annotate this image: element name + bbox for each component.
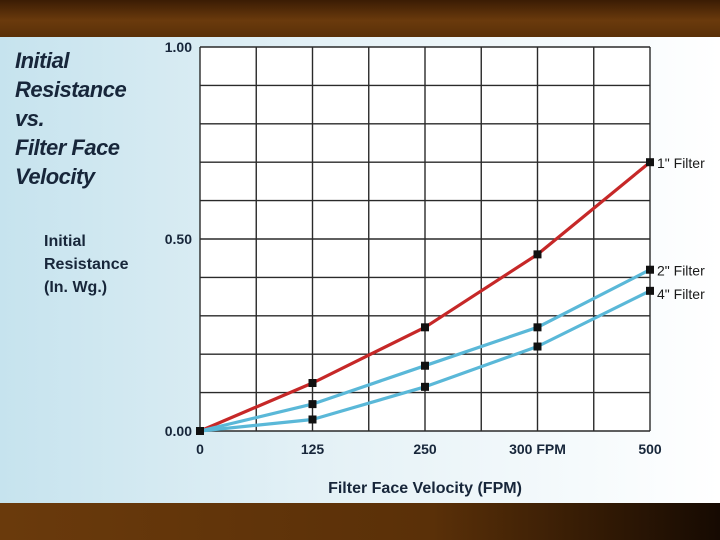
data-point-marker [533, 323, 542, 332]
chart-title-line: vs. [15, 106, 45, 131]
data-point-marker [421, 361, 429, 370]
y-axis-label: Initial Resistance (In. Wg.) [44, 230, 164, 299]
chart-title-line: Initial [15, 48, 69, 73]
chart-title: Initial Resistance vs. Filter Face Veloc… [15, 46, 155, 191]
chart-title-line: Resistance [15, 77, 127, 102]
y-axis-label-line: (In. Wg.) [44, 279, 108, 296]
x-tick-label: 500 [638, 441, 662, 457]
series-labels: 1" Filter 2" Filter 4" Filter [657, 155, 705, 302]
chart-title-line: Filter Face [15, 135, 120, 160]
data-point-marker [533, 250, 542, 259]
data-point-marker [646, 286, 654, 295]
top-border-band [0, 0, 720, 37]
y-axis-label-line: Resistance [44, 256, 129, 273]
series-label: 1" Filter [657, 155, 705, 171]
data-point-marker [308, 415, 317, 424]
y-axis-label-line: Initial [44, 233, 86, 250]
data-point-marker [533, 342, 542, 351]
data-point-marker [646, 265, 654, 274]
x-tick-labels: 0 125 250 300 FPM 500 [196, 441, 662, 457]
y-tick-label: 0.50 [165, 231, 192, 247]
data-point-marker [646, 158, 654, 167]
bottom-border-band [0, 503, 720, 540]
x-tick-label: 0 [196, 441, 204, 457]
y-tick-label: 1.00 [165, 39, 192, 55]
data-point-marker [196, 427, 204, 435]
chart-title-line: Velocity [15, 164, 95, 189]
data-point-marker [308, 379, 317, 387]
data-point-marker [308, 400, 317, 409]
y-tick-labels: 0.00 0.50 1.00 [165, 39, 192, 439]
data-point-marker [421, 323, 429, 332]
y-tick-label: 0.00 [165, 423, 192, 439]
x-tick-label: 250 [413, 441, 437, 457]
series-label: 4" Filter [657, 286, 705, 302]
x-tick-label: 125 [301, 441, 325, 457]
x-axis-label: Filter Face Velocity (FPM) [328, 480, 522, 497]
data-point-marker [421, 382, 429, 391]
series-label: 2" Filter [657, 263, 705, 279]
x-tick-label: 300 FPM [509, 441, 566, 457]
grid [199, 46, 651, 432]
series-markers [196, 158, 654, 435]
